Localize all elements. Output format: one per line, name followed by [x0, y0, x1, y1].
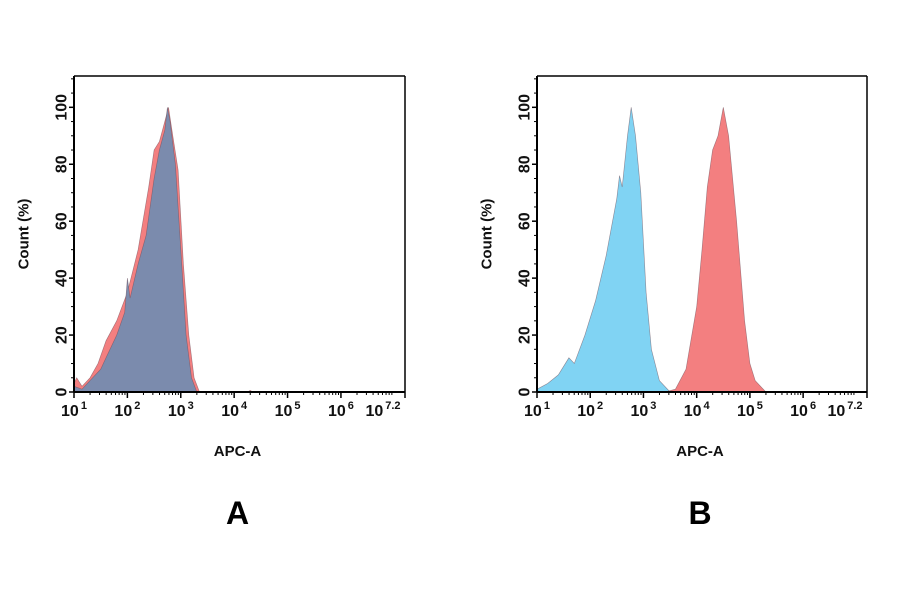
- histogram-series-overlap: [73, 107, 198, 393]
- y-tick-label: 20: [517, 326, 534, 344]
- y-axis-label: Count (%): [16, 199, 33, 270]
- y-tick-label: 100: [54, 94, 71, 121]
- y-tick-label: 40: [54, 269, 71, 287]
- y-tick-label: 80: [517, 155, 534, 173]
- y-tick-label: 100: [517, 94, 534, 121]
- y-tick-label: 20: [54, 326, 71, 344]
- x-tick-label: 10 3: [630, 400, 656, 420]
- x-tick-label: 10 4: [684, 400, 711, 420]
- x-tick-label: 10 2: [114, 400, 140, 420]
- x-tick-exponent: 3: [650, 400, 656, 412]
- x-tick-exponent: 4: [704, 400, 711, 412]
- x-tick-exponent: 5: [757, 400, 763, 412]
- x-tick-base: 10: [790, 403, 808, 420]
- histogram-series-red: [664, 107, 767, 393]
- y-axis-label: Count (%): [479, 199, 496, 270]
- x-tick-label: 10 4: [221, 400, 248, 420]
- x-tick-exponent: 3: [188, 400, 194, 412]
- y-tick-label: 0: [54, 387, 71, 396]
- y-tick-label: 60: [517, 212, 534, 230]
- x-tick-exponent: 6: [348, 400, 354, 412]
- x-tick-label: 10 5: [275, 400, 301, 420]
- panel-label: B: [688, 495, 711, 531]
- x-tick-exponent: 7.2: [385, 400, 400, 412]
- x-tick-exponent: 5: [294, 400, 300, 412]
- x-tick-label: 10 6: [328, 400, 354, 420]
- x-tick-base: 10: [630, 403, 648, 420]
- y-tick-label: 60: [54, 212, 71, 230]
- x-tick-label: 10 3: [168, 400, 194, 420]
- x-tick-base: 10: [524, 403, 542, 420]
- x-tick-exponent: 6: [810, 400, 816, 412]
- x-tick-base: 10: [328, 403, 346, 420]
- x-tick-base: 10: [365, 403, 383, 420]
- x-axis-label: APC-A: [214, 443, 262, 460]
- x-tick-exponent: 2: [597, 400, 603, 412]
- x-tick-base: 10: [114, 403, 132, 420]
- x-tick-label: 10 7.2: [365, 400, 400, 420]
- x-tick-label: 10 5: [737, 400, 763, 420]
- x-tick-base: 10: [275, 403, 293, 420]
- x-tick-exponent: 1: [81, 400, 87, 412]
- x-tick-label: 10 7.2: [827, 400, 862, 420]
- x-axis-label: APC-A: [676, 443, 724, 460]
- x-tick-label: 10 6: [790, 400, 816, 420]
- x-tick-base: 10: [827, 403, 845, 420]
- x-tick-label: 10 1: [524, 400, 550, 420]
- x-tick-base: 10: [168, 403, 186, 420]
- x-tick-base: 10: [684, 403, 702, 420]
- y-tick-label: 40: [517, 269, 534, 287]
- x-tick-base: 10: [577, 403, 595, 420]
- x-tick-base: 10: [221, 403, 239, 420]
- x-tick-exponent: 1: [544, 400, 550, 412]
- histogram-series-blue: [536, 107, 671, 393]
- x-tick-base: 10: [61, 403, 79, 420]
- y-tick-label: 80: [54, 155, 71, 173]
- x-tick-label: 10 2: [577, 400, 603, 420]
- x-tick-label: 10 1: [61, 400, 87, 420]
- x-tick-exponent: 4: [241, 400, 248, 412]
- x-tick-base: 10: [737, 403, 755, 420]
- x-tick-exponent: 2: [134, 400, 140, 412]
- panel-label: A: [226, 495, 249, 531]
- y-tick-label: 0: [517, 387, 534, 396]
- x-tick-exponent: 7.2: [847, 400, 862, 412]
